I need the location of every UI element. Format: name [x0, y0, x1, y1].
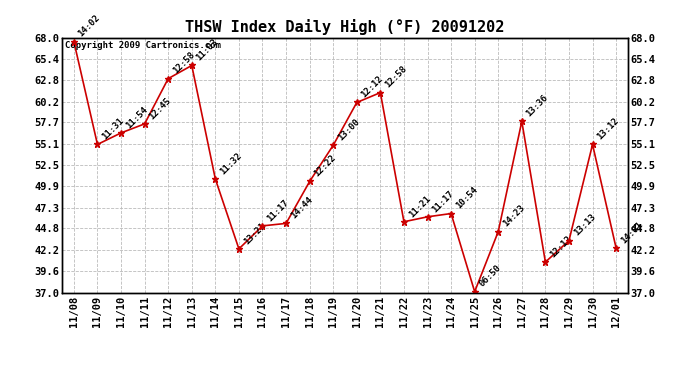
Text: 12:58: 12:58 — [383, 64, 408, 90]
Text: 13:12: 13:12 — [595, 116, 621, 142]
Text: 12:22: 12:22 — [313, 153, 338, 178]
Text: 13:21: 13:21 — [241, 221, 267, 246]
Text: 13:00: 13:00 — [336, 117, 362, 142]
Text: 14:23: 14:23 — [501, 204, 526, 229]
Text: 10:54: 10:54 — [454, 185, 480, 211]
Text: 11:32: 11:32 — [218, 151, 244, 176]
Text: 14:02: 14:02 — [77, 13, 102, 39]
Text: 11:31: 11:31 — [100, 116, 126, 142]
Text: 14:44: 14:44 — [289, 195, 314, 220]
Text: 12:12: 12:12 — [548, 234, 573, 259]
Title: THSW Index Daily High (°F) 20091202: THSW Index Daily High (°F) 20091202 — [186, 19, 504, 35]
Text: Copyright 2009 Cartronics.com: Copyright 2009 Cartronics.com — [65, 41, 221, 50]
Text: 14:01: 14:01 — [619, 220, 644, 245]
Text: 11:17: 11:17 — [265, 198, 290, 223]
Text: 12:45: 12:45 — [148, 96, 172, 121]
Text: 11:54: 11:54 — [124, 105, 149, 130]
Text: 11:03: 11:03 — [195, 38, 220, 63]
Text: 13:13: 13:13 — [572, 213, 597, 238]
Text: 11:17: 11:17 — [431, 189, 455, 214]
Text: 11:21: 11:21 — [406, 194, 432, 219]
Text: 06:50: 06:50 — [477, 264, 503, 289]
Text: 13:36: 13:36 — [524, 93, 550, 118]
Text: 12:58: 12:58 — [171, 51, 197, 76]
Text: 12:12: 12:12 — [359, 74, 385, 100]
